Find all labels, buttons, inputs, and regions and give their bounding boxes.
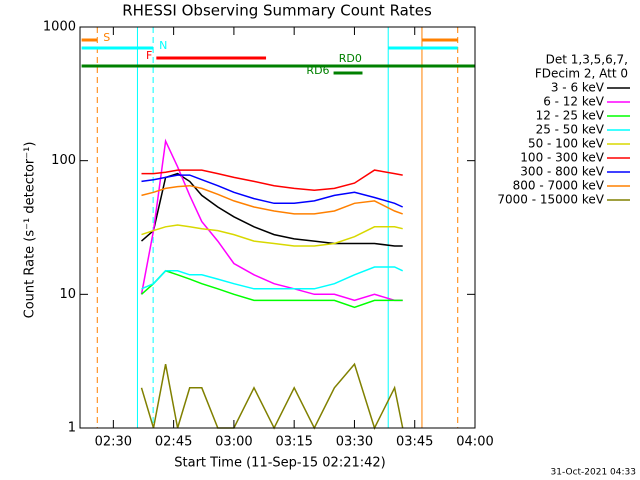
y-axis-label: Count Rate (s⁻¹ detector⁻¹) [23,142,38,319]
x-tick-label: 03:45 [396,435,433,450]
legend-label: 12 - 25 keV [536,109,605,123]
y-tick-label: 1 [68,421,76,436]
x-axis-label: Start Time (11-Sep-15 02:21:42) [174,456,385,471]
y-tick-label: 100 [51,153,76,168]
interval-label: F [146,49,152,62]
legend-label: 100 - 300 keV [520,151,604,165]
interval-label: S [103,31,110,44]
interval-label: N [159,39,167,52]
footer: 31-Oct-2021 04:33 [551,468,636,478]
legend-header: FDecim 2, Att 0 [535,67,628,81]
legend-header: Det 1,3,5,6,7, [546,53,628,67]
series-line [141,174,404,208]
series-line [141,269,403,309]
series-line [140,362,404,430]
x-tick-label: 02:45 [155,435,192,450]
series-line [141,224,403,247]
interval-label: RD0 [339,52,362,65]
legend-label: 6 - 12 keV [543,95,605,109]
x-tick-label: 03:30 [336,435,373,450]
legend-label: 50 - 100 keV [528,137,605,151]
x-tick-label: 04:00 [456,435,493,450]
y-tick-label: 10 [59,287,76,302]
legend-label: 800 - 7000 keV [513,179,605,193]
series-line [140,138,403,302]
x-tick-label: 03:00 [215,435,252,450]
interval-label: RD6 [306,64,329,77]
chart-title: RHESSI Observing Summary Count Rates [122,2,432,20]
x-tick-label: 02:30 [95,435,132,450]
x-tick-label: 03:15 [275,435,312,450]
plot-frame [79,26,476,429]
legend-label: 3 - 6 keV [551,81,605,95]
legend-label: 7000 - 15000 keV [497,193,604,207]
series-line [141,172,403,247]
legend-label: 25 - 50 keV [536,123,605,137]
series-line [141,266,404,290]
series-line [141,169,403,192]
series-line [141,184,403,215]
legend-label: 300 - 800 keV [520,165,604,179]
y-tick-label: 1000 [43,20,76,35]
